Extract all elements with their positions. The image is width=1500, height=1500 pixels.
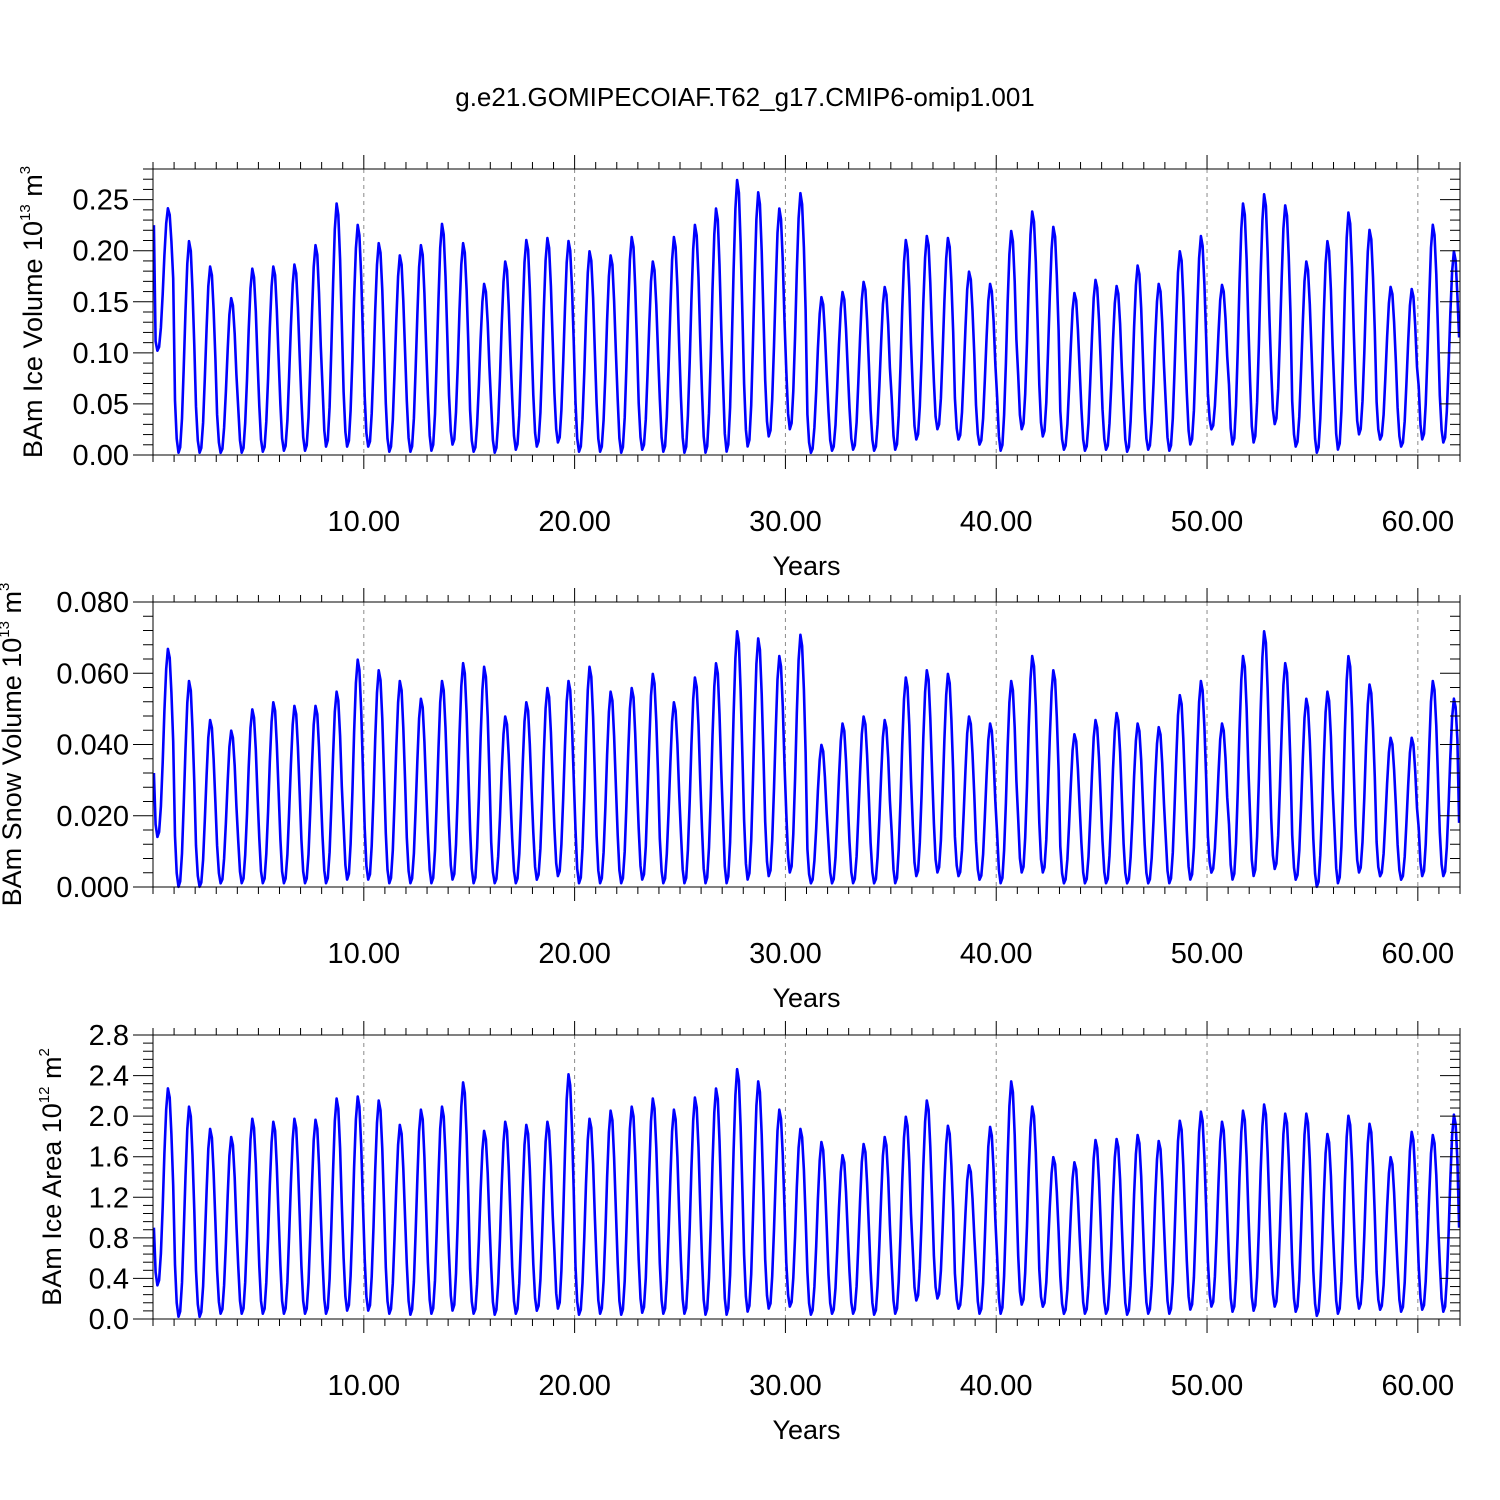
ice-area-y-tick-label: 0.0 (89, 1304, 129, 1336)
snow-volume-panel: 10.00 20.00 30.00 40.00 50.00 60.00 Years 0.000… (0, 583, 1461, 1013)
ice-area-y-tick-label: 2.8 (89, 1020, 129, 1052)
ice-volume-x-tick-label: 60.00 (1382, 506, 1455, 538)
ice-area-y-axis-label: BAm Ice Area 1012 m2 (36, 1048, 67, 1306)
ice-area-y-tick-label: 2.0 (89, 1101, 129, 1133)
ice-volume-x-tick-label: 30.00 (749, 506, 822, 538)
ice-area-panel: 10.00 20.00 30.00 40.00 50.00 60.00 Years 0.0 0.… (36, 1020, 1461, 1445)
ice-volume-panel: 10.00 20.00 30.00 40.00 50.00 60.00 Years 0.00 0… (17, 155, 1461, 581)
ice-area-y-tick-label: 0.4 (89, 1263, 129, 1295)
snow-volume-y-tick-label: 0.020 (56, 801, 129, 833)
ice-area-x-tick-label: 60.00 (1382, 1370, 1455, 1402)
snow-volume-x-tick-label: 50.00 (1171, 938, 1244, 970)
snow-volume-y-tick-label: 0.080 (56, 587, 129, 619)
snow-volume-x-tick-label: 60.00 (1382, 938, 1455, 970)
ice-volume-x-axis-label: Years (772, 551, 840, 581)
ice-area-series-line (152, 1067, 1461, 1319)
ice-volume-y-axis-label: BAm Ice Volume 1013 m3 (17, 166, 48, 458)
ice-area-y-tick-label: 1.6 (89, 1142, 129, 1174)
figure-title: g.e21.GOMIPECOIAF.T62_g17.CMIP6-omip1.00… (455, 82, 1035, 112)
ice-area-x-tick-label: 50.00 (1171, 1370, 1244, 1402)
snow-volume-y-axis-label: BAm Snow Volume 1013 m3 (0, 583, 27, 907)
ice-volume-x-tick-label: 10.00 (328, 506, 401, 538)
ice-area-x-tick-label: 10.00 (328, 1370, 401, 1402)
ice-area-x-axis-label: Years (772, 1415, 840, 1445)
ice-area-x-tick-label: 40.00 (960, 1370, 1033, 1402)
snow-volume-x-tick-label: 30.00 (749, 938, 822, 970)
ice-area-y-tick-label: 0.8 (89, 1223, 129, 1255)
ice-volume-y-tick-label: 0.20 (73, 236, 129, 268)
snow-volume-series-line (152, 630, 1461, 889)
ice-area-y-tick-label: 2.4 (89, 1061, 129, 1093)
ice-volume-x-tick-label: 20.00 (538, 506, 611, 538)
ice-volume-x-tick-label: 50.00 (1171, 506, 1244, 538)
ice-volume-y-tick-label: 0.00 (73, 440, 129, 472)
ice-volume-y-tick-label: 0.05 (73, 389, 129, 421)
snow-volume-x-tick-label: 20.00 (538, 938, 611, 970)
ice-volume-y-tick-label: 0.25 (73, 185, 129, 217)
snow-volume-y-tick-label: 0.040 (56, 730, 129, 762)
ice-area-x-tick-label: 20.00 (538, 1370, 611, 1402)
snow-volume-x-tick-label: 40.00 (960, 938, 1033, 970)
snow-volume-x-axis-label: Years (772, 983, 840, 1013)
ice-area-x-tick-label: 30.00 (749, 1370, 822, 1402)
ice-volume-x-tick-label: 40.00 (960, 506, 1033, 538)
ice-volume-series-line (152, 178, 1461, 455)
ice-volume-y-tick-label: 0.10 (73, 338, 129, 370)
ice-volume-y-tick-label: 0.15 (73, 287, 129, 319)
snow-volume-y-tick-label: 0.060 (56, 658, 129, 690)
snow-volume-y-tick-label: 0.000 (56, 872, 129, 904)
ice-area-y-tick-label: 1.2 (89, 1182, 129, 1214)
snow-volume-x-tick-label: 10.00 (328, 938, 401, 970)
